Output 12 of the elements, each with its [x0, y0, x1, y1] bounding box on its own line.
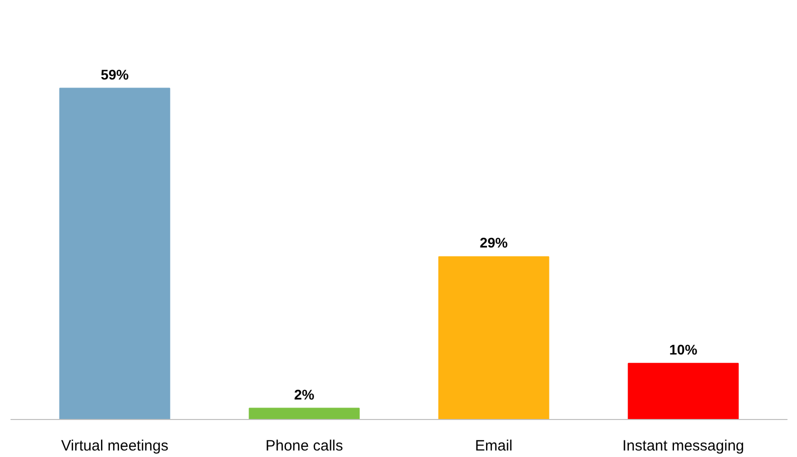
data-label: 2%: [294, 386, 315, 402]
data-label: 29%: [480, 234, 508, 251]
data-label: 59%: [100, 66, 130, 82]
x-tick-label: Instant messaging: [622, 438, 744, 454]
x-tick-label: Email: [475, 438, 513, 454]
x-tick-label: Phone calls: [265, 438, 344, 454]
bar: [248, 408, 360, 420]
data-label: 10%: [669, 341, 698, 358]
bar: [438, 256, 550, 420]
bar: [59, 88, 170, 420]
x-tick-label: Virtual meetings: [61, 438, 168, 454]
bar: [628, 362, 739, 420]
